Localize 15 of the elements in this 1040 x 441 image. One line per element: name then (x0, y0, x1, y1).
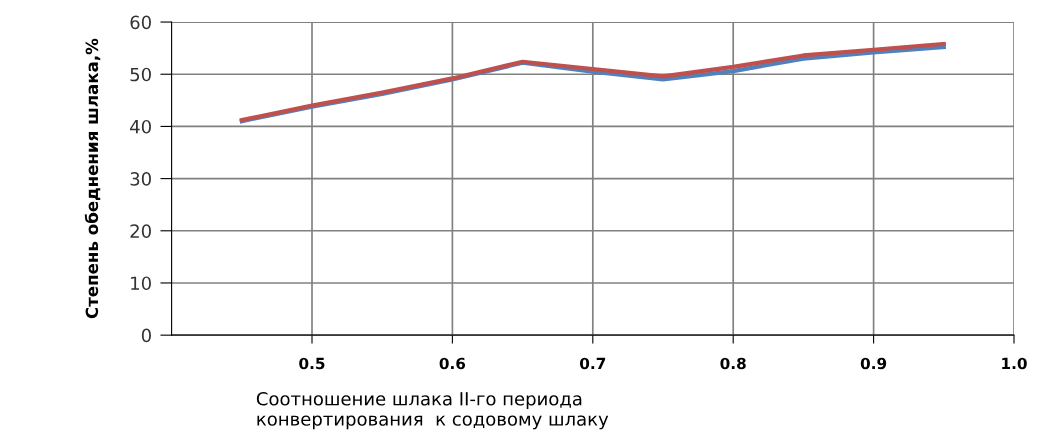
y-tick-label: 10 (131, 276, 151, 291)
y-tick-label: 50 (130, 67, 151, 82)
y-tick-label: 0 (141, 328, 151, 343)
y-axis-title: Степень обеднения шлака,% (84, 38, 101, 319)
x-tick-label: 1.0 (1002, 357, 1027, 370)
y-tick-label: 40 (130, 119, 151, 134)
y-tick-label: 30 (130, 172, 151, 186)
x-tick-label: 0.7 (580, 357, 606, 370)
y-tick-label: 60 (130, 15, 151, 30)
x-tick-label: 0.8 (720, 357, 746, 370)
x-tick-label: 0.6 (439, 357, 466, 370)
x-tick-label: 0.9 (860, 357, 887, 370)
x-axis-title: Соотношение шлака II-го периода конвертирования к содовому шлаку (256, 391, 609, 430)
x-tick-label: 0.5 (299, 357, 325, 370)
y-tick-label: 20 (130, 224, 151, 238)
